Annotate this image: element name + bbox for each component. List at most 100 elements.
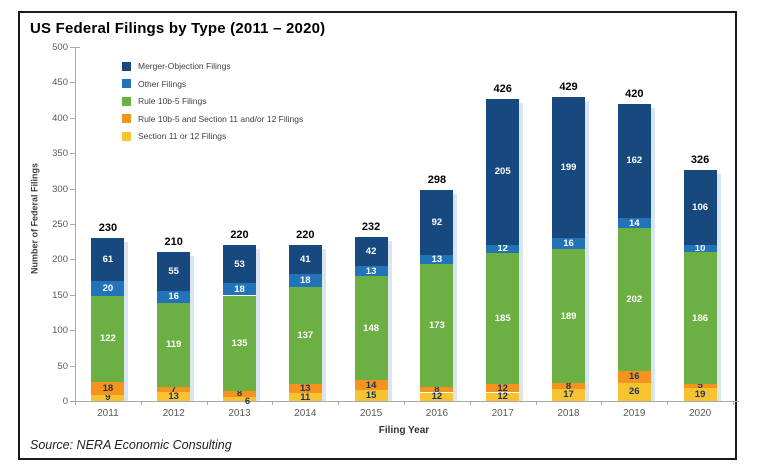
bar-segment	[420, 264, 454, 387]
bar-segment	[91, 281, 125, 296]
bar-segment	[420, 255, 454, 265]
x-tick-label: 2019	[623, 408, 646, 419]
bar-segment	[420, 386, 454, 393]
x-tick-label: 2020	[688, 408, 712, 419]
source-note: Source: NERA Economic Consulting	[30, 438, 232, 452]
bar-segment	[157, 291, 191, 303]
bar-segment	[157, 302, 191, 387]
bar-segment	[552, 249, 585, 384]
legend-label: Rule 10b-5 and Section 11 and/or 12 Fili…	[138, 113, 304, 124]
stacked-bar-chart: Number of Federal Filings Filing Year Me…	[20, 13, 739, 458]
bar-segment	[288, 393, 322, 401]
bar-total-label: 232	[361, 220, 381, 233]
bar-segment	[354, 236, 388, 267]
bar-segment	[354, 275, 388, 381]
x-tick-mark	[404, 401, 405, 405]
legend-label: Rule 10b-5 Filings	[138, 96, 207, 106]
legend-color-swatch	[122, 131, 131, 141]
bar-shadow	[453, 194, 458, 401]
y-tick-label: 400	[52, 112, 68, 124]
x-tick-mark	[469, 401, 471, 405]
x-tick-label: 2015	[359, 408, 383, 419]
bar-segment	[288, 384, 322, 394]
x-tick-label: 2018	[557, 408, 580, 419]
y-tick-mark	[70, 188, 75, 190]
bar-segment	[617, 371, 651, 383]
bar-segment	[354, 266, 388, 276]
bar-segment	[683, 245, 717, 253]
y-tick-mark	[70, 47, 75, 48]
legend-color-swatch	[122, 79, 131, 88]
bar-segment	[552, 383, 585, 389]
x-tick-mark	[535, 401, 537, 405]
legend-color-swatch	[122, 61, 131, 71]
bar-segment	[552, 388, 585, 401]
bar-shadow	[650, 107, 655, 401]
legend-item: Section 11 or 12 Filings	[122, 131, 303, 141]
x-tick-mark	[272, 401, 274, 405]
x-tick-label: 2014	[294, 408, 317, 419]
bar-segment	[91, 295, 125, 382]
bar-segment	[91, 238, 125, 282]
legend-label: Other Filings	[138, 78, 187, 89]
chart-panel: US Federal Filings by Type (2011 – 2020)…	[18, 11, 739, 460]
x-tick-mark	[733, 401, 734, 405]
bar-segment	[552, 97, 585, 239]
y-tick-mark	[70, 224, 75, 225]
bar-segment	[354, 380, 388, 391]
bar-total-label: 298	[427, 174, 447, 187]
bar-segment	[223, 282, 256, 296]
bar-segment	[617, 218, 651, 229]
x-axis-title: Filing Year	[378, 425, 430, 436]
bar-segment	[223, 391, 256, 397]
bar-segment	[486, 244, 520, 254]
bar-segment	[486, 384, 520, 393]
y-tick-label: 300	[52, 183, 68, 195]
bar-segment	[420, 392, 454, 401]
y-tick-label: 150	[52, 289, 68, 301]
y-axis-line	[75, 47, 76, 401]
bar-segment	[91, 394, 125, 401]
x-axis-line	[75, 401, 739, 402]
legend-color-swatch	[122, 114, 131, 123]
y-tick-mark	[70, 117, 75, 119]
x-tick-label: 2016	[425, 408, 449, 419]
bar-segment	[486, 392, 520, 401]
legend-color-swatch	[122, 96, 131, 106]
bar-total-label: 220	[230, 229, 249, 242]
y-tick-label: 450	[52, 77, 68, 89]
y-tick-label: 100	[52, 325, 68, 337]
legend-item: Other Filings	[122, 79, 303, 89]
bar-segment	[288, 274, 322, 287]
bar-segment	[683, 170, 717, 246]
x-tick-label: 2013	[228, 408, 251, 419]
bar-shadow	[256, 249, 260, 401]
bar-segment	[91, 381, 125, 395]
bar-segment	[223, 295, 256, 392]
bar-shadow	[519, 103, 524, 401]
bar-total-label: 429	[559, 81, 578, 94]
bar-segment	[420, 190, 454, 256]
y-tick-label: 200	[52, 254, 68, 266]
bar-shadow	[124, 242, 129, 401]
bar-segment	[683, 387, 717, 401]
bar-segment	[486, 99, 520, 245]
bar-segment	[683, 384, 717, 388]
bar-total-label: 210	[164, 236, 183, 249]
y-tick-label: 0	[62, 396, 68, 407]
bar-shadow	[321, 249, 326, 401]
legend-label: Section 11 or 12 Filings	[138, 131, 227, 141]
legend-item: Rule 10b-5 and Section 11 and/or 12 Fili…	[122, 114, 303, 124]
bar-segment	[223, 245, 256, 283]
chart-title: US Federal Filings by Type (2011 – 2020)	[30, 20, 326, 37]
x-tick-mark	[601, 401, 603, 405]
legend-item: Rule 10b-5 Filings	[122, 96, 303, 106]
legend: Merger-Objection Filings Other Filings Rul…	[122, 61, 303, 149]
x-tick-mark	[75, 401, 76, 405]
bar-segment	[617, 228, 651, 372]
bar-segment	[683, 252, 717, 384]
x-tick-label: 2012	[162, 408, 185, 419]
y-axis-top-cap	[75, 47, 80, 48]
x-tick-mark	[140, 401, 142, 405]
y-tick-mark	[70, 401, 75, 402]
